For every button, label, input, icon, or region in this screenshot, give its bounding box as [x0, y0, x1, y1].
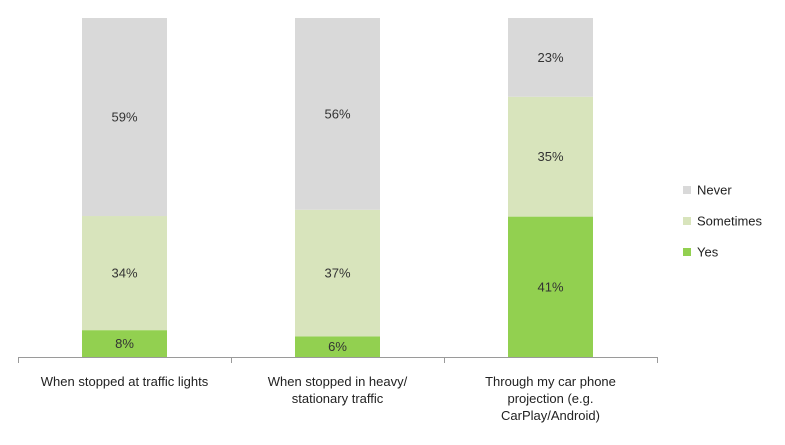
legend-swatch-yes: [683, 248, 691, 256]
legend-label-yes: Yes: [697, 245, 719, 260]
bar-segment-yes-1: [295, 336, 380, 357]
legend-swatch-sometimes: [683, 217, 691, 225]
data-label-yes-1: 6%: [328, 339, 347, 354]
data-label-never-2: 23%: [537, 50, 563, 65]
bar-segment-never-2: [508, 18, 593, 97]
data-label-never-0: 59%: [111, 110, 137, 125]
category-label-line: stationary traffic: [292, 391, 384, 406]
data-label-sometimes-2: 35%: [537, 149, 563, 164]
category-label-1: When stopped in heavy/stationary traffic: [268, 374, 408, 406]
bar-segment-never-0: [82, 18, 167, 217]
x-axis: [18, 357, 658, 363]
category-labels: When stopped at traffic lights When stopp…: [41, 374, 616, 423]
legend: Never Sometimes Yes: [683, 183, 763, 260]
data-label-yes-0: 8%: [115, 336, 134, 351]
category-label-line: CarPlay/Android): [501, 408, 600, 423]
legend-label-sometimes: Sometimes: [697, 214, 763, 229]
bar-segment-never-1: [295, 18, 380, 210]
category-label-0: When stopped at traffic lights: [41, 374, 209, 389]
legend-label-never: Never: [697, 183, 732, 198]
category-label-line: Through my car phone: [485, 374, 616, 389]
bar-segment-sometimes-1: [295, 209, 380, 337]
category-label-line: When stopped in heavy/: [268, 374, 408, 389]
data-label-never-1: 56%: [324, 106, 350, 121]
category-label-line: When stopped at traffic lights: [41, 374, 209, 389]
bar-segment-yes-2: [508, 216, 593, 357]
data-label-yes-2: 41%: [537, 279, 563, 294]
data-label-sometimes-1: 37%: [324, 266, 350, 281]
bar-segment-sometimes-0: [82, 216, 167, 331]
data-label-sometimes-0: 34%: [111, 266, 137, 281]
category-label-line: projection (e.g.: [508, 391, 594, 406]
bars-layer: [82, 18, 593, 357]
bar-segment-yes-0: [82, 330, 167, 357]
legend-swatch-never: [683, 186, 691, 194]
data-labels-layer: 8% 34% 59% 6% 37% 56% 41% 35% 23%: [111, 50, 563, 354]
bar-segment-sometimes-2: [508, 96, 593, 217]
category-label-2: Through my car phone projection (e.g. CarP…: [485, 374, 616, 423]
